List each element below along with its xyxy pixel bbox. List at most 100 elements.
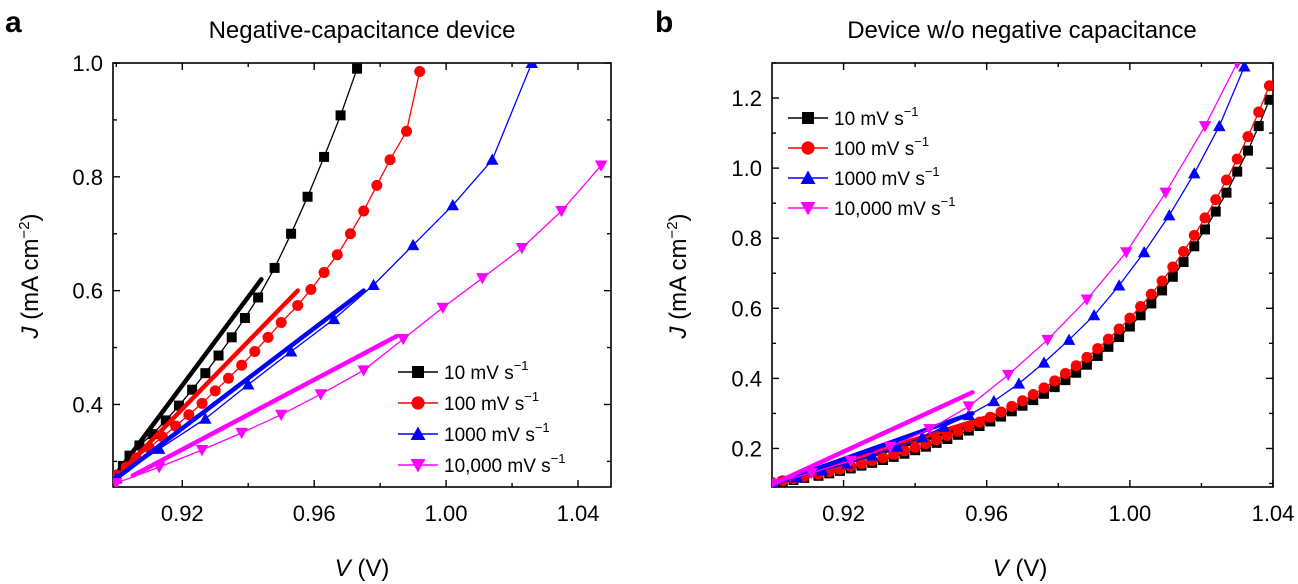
- data-point-0-12: [253, 292, 264, 303]
- data-point-3-3: [235, 427, 248, 440]
- panel-a-x-axis-label: V (V): [335, 555, 390, 582]
- x-tick-label: 1.04: [557, 501, 600, 526]
- data-point-1-7: [196, 397, 208, 409]
- x-tick-label: 0.96: [293, 501, 336, 526]
- y-tick-label: 0.6: [72, 279, 103, 304]
- data-point-1-11: [249, 346, 261, 358]
- data-point-1-43: [1231, 153, 1243, 165]
- data-point-0-43: [1232, 166, 1243, 177]
- data-point-1-32: [1113, 323, 1125, 335]
- data-point-0-14: [286, 228, 297, 239]
- legend-label-1: 100 mV s−1: [834, 134, 929, 160]
- legend-marker-1: [801, 141, 815, 155]
- data-point-1-18: [344, 228, 356, 240]
- data-point-1-16: [941, 429, 953, 441]
- data-point-2-8: [446, 199, 459, 211]
- x-tick-label: 0.92: [822, 501, 865, 526]
- data-point-3-1: [805, 467, 818, 480]
- data-point-3-4: [274, 409, 288, 421]
- data-point-1-8: [209, 385, 221, 397]
- data-point-3-5: [314, 389, 328, 401]
- data-point-0-40: [1200, 224, 1211, 235]
- data-point-1-24: [1027, 388, 1039, 400]
- y-tick-label: 0.8: [731, 226, 762, 251]
- panel-a-y-axis-label: J (mA cm−2): [16, 213, 44, 339]
- data-point-2-5: [327, 312, 341, 325]
- data-point-0-16: [319, 151, 330, 162]
- data-point-1-31: [1102, 333, 1114, 345]
- data-point-3-10: [1159, 187, 1172, 199]
- data-point-0-9: [213, 350, 224, 361]
- data-point-1-34: [1135, 301, 1147, 313]
- data-point-1-22: [401, 125, 413, 137]
- data-point-1-21: [384, 154, 396, 166]
- data-point-2-14: [1112, 279, 1126, 291]
- data-point-1-33: [1124, 312, 1136, 324]
- data-point-1-20: [371, 179, 383, 191]
- data-point-1-12: [262, 331, 274, 343]
- y-tick-label: 0.2: [731, 436, 762, 461]
- data-point-1-27: [1059, 367, 1071, 379]
- data-point-3-2: [844, 455, 857, 467]
- data-point-0-5: [160, 415, 171, 426]
- data-point-3-0: [113, 478, 123, 487]
- panel-a-letter: a: [5, 6, 22, 39]
- data-point-0-27: [1060, 375, 1071, 386]
- data-point-0-44: [1242, 145, 1253, 156]
- data-point-2-4: [284, 345, 298, 357]
- data-point-0-7: [187, 384, 198, 395]
- legend-marker-1: [411, 396, 425, 410]
- data-point-1-15: [931, 434, 943, 446]
- y-tick-label: 1.0: [72, 51, 103, 76]
- fit-line-3: [130, 333, 399, 478]
- data-point-0-26: [1049, 382, 1060, 393]
- data-point-2-9: [486, 153, 499, 165]
- data-point-0-29: [1081, 359, 1092, 370]
- fit-line-0: [114, 277, 264, 477]
- data-point-1-35: [1145, 288, 1157, 300]
- x-tick-label: 1.00: [425, 501, 468, 526]
- x-tick-label: 1.00: [1108, 501, 1151, 526]
- data-point-3-11: [1198, 121, 1212, 133]
- data-point-1-13: [909, 441, 921, 453]
- data-point-1-23: [414, 66, 426, 78]
- data-point-1-16: [318, 266, 330, 278]
- data-point-1-13: [275, 317, 287, 329]
- data-point-3-10: [515, 242, 529, 255]
- data-point-1-46: [1263, 80, 1273, 92]
- axes-frame: [771, 62, 1274, 488]
- x-tick-label: 0.96: [965, 501, 1008, 526]
- data-point-3-6: [357, 365, 370, 377]
- data-point-1-8: [855, 458, 867, 470]
- data-point-2-11: [1037, 356, 1051, 368]
- data-point-0-6: [173, 400, 184, 411]
- data-point-1-30: [1092, 343, 1104, 355]
- y-tick-label: 0.4: [72, 392, 103, 417]
- legend-label-2: 1000 mV s−1: [444, 420, 550, 446]
- data-point-1-38: [1178, 246, 1190, 258]
- data-point-0-15: [302, 191, 313, 202]
- series-group: [113, 63, 608, 487]
- data-point-3-4: [923, 424, 936, 436]
- legend-label-3: 10,000 mV s−1: [444, 451, 566, 477]
- data-point-1-44: [1242, 131, 1254, 143]
- data-point-1-23: [1017, 395, 1028, 407]
- data-point-0-28: [1071, 367, 1082, 378]
- data-point-2-4: [865, 449, 879, 461]
- legend-marker-2: [410, 426, 426, 440]
- fit-line-2: [772, 411, 975, 487]
- data-point-2-15: [1137, 245, 1151, 258]
- data-point-2-7: [406, 238, 420, 251]
- data-point-0-24: [1028, 395, 1039, 406]
- data-point-3-5: [962, 401, 976, 413]
- data-point-2-6: [916, 430, 929, 443]
- data-point-0-36: [1157, 285, 1168, 296]
- data-point-1-39: [1188, 229, 1200, 241]
- series-group: [772, 63, 1273, 487]
- panel-b: b Device w/o negative capacitance V (V) …: [655, 6, 1294, 582]
- data-point-2-16: [1162, 209, 1176, 221]
- y-tick-label: 1.0: [731, 156, 762, 181]
- data-point-2-18: [1213, 119, 1226, 132]
- data-point-1-42: [1220, 174, 1232, 186]
- data-point-0-42: [1221, 187, 1232, 198]
